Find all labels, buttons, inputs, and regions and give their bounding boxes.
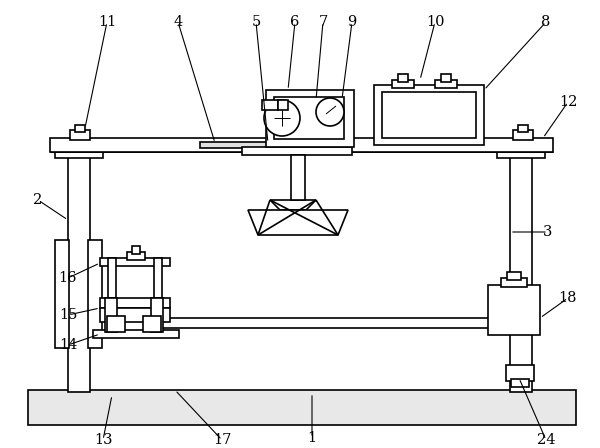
Bar (107, 316, 125, 332)
Circle shape (264, 100, 300, 136)
Bar (392, 80, 414, 88)
Bar (105, 298, 117, 332)
Text: 17: 17 (213, 433, 231, 447)
Circle shape (316, 98, 344, 126)
Bar (278, 100, 288, 110)
Bar (108, 258, 116, 298)
Text: 18: 18 (559, 291, 577, 305)
Text: 4: 4 (173, 15, 182, 29)
Bar (382, 92, 476, 138)
Text: 16: 16 (59, 271, 77, 285)
Text: 12: 12 (559, 95, 577, 109)
Text: 11: 11 (98, 15, 116, 29)
Bar (435, 80, 457, 88)
Bar (398, 74, 408, 82)
Bar (50, 138, 553, 152)
Bar (100, 258, 170, 266)
Bar (132, 246, 140, 254)
Bar (143, 316, 161, 332)
Bar (518, 125, 528, 132)
Text: 7: 7 (319, 15, 328, 29)
Bar (513, 130, 533, 140)
Text: 6: 6 (290, 15, 299, 29)
Polygon shape (248, 210, 348, 235)
Bar (510, 155, 532, 392)
Bar (127, 252, 145, 260)
Bar (501, 278, 527, 287)
Bar (374, 85, 484, 145)
Bar (497, 148, 545, 158)
Text: 24: 24 (537, 433, 555, 447)
Bar (506, 365, 534, 381)
Bar (68, 155, 90, 392)
Text: 14: 14 (59, 338, 77, 352)
Bar (274, 97, 344, 139)
Bar (70, 130, 90, 140)
Text: 3: 3 (544, 225, 553, 239)
Bar (262, 100, 278, 110)
Bar (88, 240, 102, 348)
Bar (441, 74, 451, 82)
Bar (200, 142, 350, 148)
Text: 9: 9 (347, 15, 356, 29)
Text: 5: 5 (251, 15, 260, 29)
Bar (100, 298, 170, 308)
Text: 2: 2 (34, 193, 43, 207)
Text: 1: 1 (307, 431, 317, 445)
Text: 10: 10 (426, 15, 444, 29)
Bar (154, 258, 162, 298)
Text: 13: 13 (94, 433, 112, 447)
Bar (55, 240, 69, 348)
Bar (242, 147, 352, 155)
Bar (155, 318, 492, 328)
Text: 15: 15 (59, 308, 77, 322)
Bar (28, 390, 576, 425)
Bar (291, 155, 305, 200)
Bar (151, 298, 163, 332)
Bar (55, 148, 103, 158)
Polygon shape (270, 200, 316, 210)
Bar (93, 330, 179, 338)
Bar (507, 272, 521, 280)
Text: 8: 8 (541, 15, 551, 29)
Bar (100, 308, 170, 322)
Bar (266, 90, 354, 147)
Bar (488, 285, 540, 335)
Bar (75, 125, 85, 132)
Bar (511, 379, 529, 387)
